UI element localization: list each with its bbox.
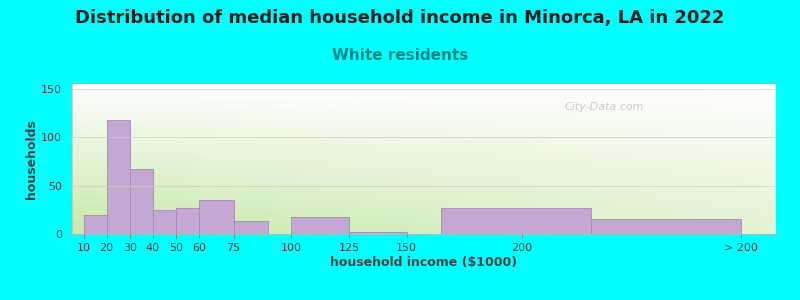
Text: City-Data.com: City-Data.com (565, 102, 644, 112)
Bar (199, 200, 234, 234)
X-axis label: household income ($1000): household income ($1000) (330, 256, 518, 269)
Bar (349, 232, 406, 234)
Bar (176, 208, 199, 234)
Bar (83, 214, 106, 234)
Bar (291, 217, 349, 234)
Bar (234, 221, 268, 234)
Bar (130, 169, 153, 234)
Text: Distribution of median household income in Minorca, LA in 2022: Distribution of median household income … (75, 9, 725, 27)
Y-axis label: households: households (26, 119, 38, 199)
Text: White residents: White residents (332, 48, 468, 63)
Bar (106, 120, 130, 234)
Bar (153, 210, 176, 234)
Bar (591, 220, 742, 234)
Bar (442, 208, 591, 234)
